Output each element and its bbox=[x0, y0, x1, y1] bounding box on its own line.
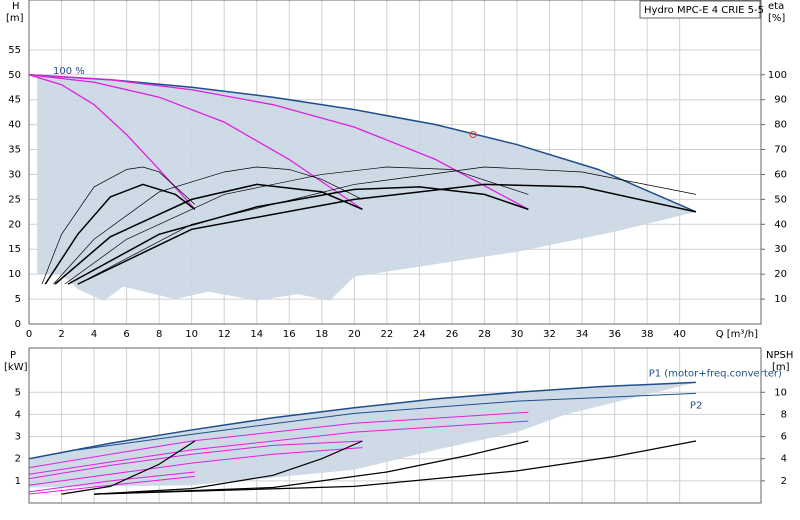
x-tick-label: 6 bbox=[123, 329, 129, 340]
x-tick-label: 34 bbox=[576, 329, 589, 340]
y-tick-label: 2 bbox=[15, 454, 21, 465]
x-axis-title: Q [m³/h] bbox=[716, 329, 758, 340]
curve bbox=[94, 440, 529, 495]
x-tick-label: 10 bbox=[185, 329, 198, 340]
x-tick-label: 40 bbox=[673, 329, 686, 340]
y2-tick-label: 30 bbox=[774, 244, 787, 255]
y-tick-label: 4 bbox=[15, 409, 21, 420]
curve bbox=[28, 475, 195, 495]
curve bbox=[61, 440, 196, 495]
chart-title: Hydro MPC-E 4 CRIE 5-5 bbox=[644, 5, 764, 16]
y-tick-label: 55 bbox=[8, 45, 21, 56]
y2-tick-label: 80 bbox=[774, 120, 787, 131]
y2-tick-label: 70 bbox=[774, 145, 787, 156]
operating-region bbox=[29, 74, 696, 301]
y-tick-label: 20 bbox=[8, 219, 21, 230]
curve bbox=[28, 74, 363, 210]
curve bbox=[28, 74, 529, 210]
y2-tick-label: 20 bbox=[774, 269, 787, 280]
x-tick-label: 12 bbox=[218, 329, 231, 340]
curve bbox=[94, 440, 697, 495]
curve bbox=[94, 440, 363, 495]
y2-tick-label: 4 bbox=[781, 454, 787, 465]
curve bbox=[64, 166, 529, 285]
curve bbox=[44, 183, 196, 285]
x-tick-label: 20 bbox=[348, 329, 361, 340]
y2-tick-label: 40 bbox=[774, 219, 787, 230]
series-label: P1 (motor+freq.converter) bbox=[649, 368, 782, 379]
y2-axis-title: NPSH bbox=[766, 350, 793, 361]
title-box bbox=[639, 0, 761, 19]
curve bbox=[41, 166, 196, 285]
y2-tick-label: 100 bbox=[768, 70, 787, 81]
y-tick-label: 50 bbox=[8, 70, 21, 81]
series-label: P2 bbox=[690, 400, 702, 411]
curve bbox=[53, 166, 363, 285]
y-tick-label: 0 bbox=[15, 319, 21, 330]
y-tick-label: 25 bbox=[8, 194, 21, 205]
y-tick-label: 35 bbox=[8, 145, 21, 156]
curve bbox=[77, 183, 697, 285]
operating-region bbox=[29, 382, 696, 488]
y-tick-label: 10 bbox=[8, 269, 21, 280]
y-tick-label: 5 bbox=[15, 387, 21, 398]
y-axis-unit: [m] bbox=[6, 13, 24, 24]
y-tick-label: 3 bbox=[15, 432, 21, 443]
y2-tick-label: 10 bbox=[774, 387, 787, 398]
y2-tick-label: 8 bbox=[781, 409, 787, 420]
y2-axis-title: eta bbox=[768, 1, 784, 12]
x-tick-label: 4 bbox=[91, 329, 97, 340]
curve bbox=[28, 381, 696, 460]
y-tick-label: 1 bbox=[15, 476, 21, 487]
x-tick-label: 18 bbox=[315, 329, 328, 340]
x-tick-label: 0 bbox=[26, 329, 32, 340]
y2-axis-unit: [%] bbox=[768, 13, 785, 24]
curve bbox=[28, 74, 697, 213]
x-tick-label: 32 bbox=[543, 329, 556, 340]
x-tick-label: 22 bbox=[380, 329, 393, 340]
x-tick-label: 8 bbox=[156, 329, 162, 340]
plot-frame bbox=[28, 0, 762, 325]
x-tick-label: 26 bbox=[446, 329, 459, 340]
curve bbox=[77, 166, 697, 285]
x-tick-label: 38 bbox=[641, 329, 654, 340]
y-tick-label: 45 bbox=[8, 95, 21, 106]
plot-frame bbox=[28, 347, 762, 504]
plots: 0 2 4 6 8 10 12 14 16 18 20 22 24 26 28 30 32 34 36 38 40051… bbox=[8, 0, 787, 504]
y-axis-unit: [kW] bbox=[4, 362, 28, 373]
y2-tick-label: 10 bbox=[774, 294, 787, 305]
curve bbox=[28, 411, 529, 469]
y-tick-label: 40 bbox=[8, 120, 21, 131]
curve bbox=[28, 471, 195, 493]
y2-tick-label: 60 bbox=[774, 169, 787, 180]
y2-tick-label: 6 bbox=[781, 432, 787, 443]
curve bbox=[28, 420, 529, 475]
curve bbox=[67, 186, 529, 285]
curve bbox=[28, 447, 363, 486]
y-axis-title: P bbox=[10, 350, 16, 361]
y-axis-title: H bbox=[12, 1, 20, 12]
x-tick-label: 28 bbox=[478, 329, 491, 340]
y2-tick-label: 2 bbox=[781, 476, 787, 487]
curve bbox=[28, 440, 363, 480]
curve bbox=[77, 392, 696, 451]
x-tick-label: 16 bbox=[283, 329, 296, 340]
curve bbox=[54, 183, 363, 285]
x-tick-label: 2 bbox=[58, 329, 64, 340]
series-label: 100 % bbox=[53, 66, 85, 77]
y-tick-label: 5 bbox=[15, 294, 21, 305]
y2-tick-label: 50 bbox=[774, 194, 787, 205]
y-tick-label: 30 bbox=[8, 169, 21, 180]
y-tick-label: 15 bbox=[8, 244, 21, 255]
curve bbox=[28, 74, 196, 210]
x-tick-label: 24 bbox=[413, 329, 426, 340]
duty-point bbox=[469, 131, 477, 139]
x-tick-label: 36 bbox=[608, 329, 621, 340]
x-tick-label: 30 bbox=[511, 329, 524, 340]
x-tick-label: 14 bbox=[250, 329, 263, 340]
y2-axis-unit: [m] bbox=[772, 362, 790, 373]
y2-tick-label: 90 bbox=[774, 95, 787, 106]
